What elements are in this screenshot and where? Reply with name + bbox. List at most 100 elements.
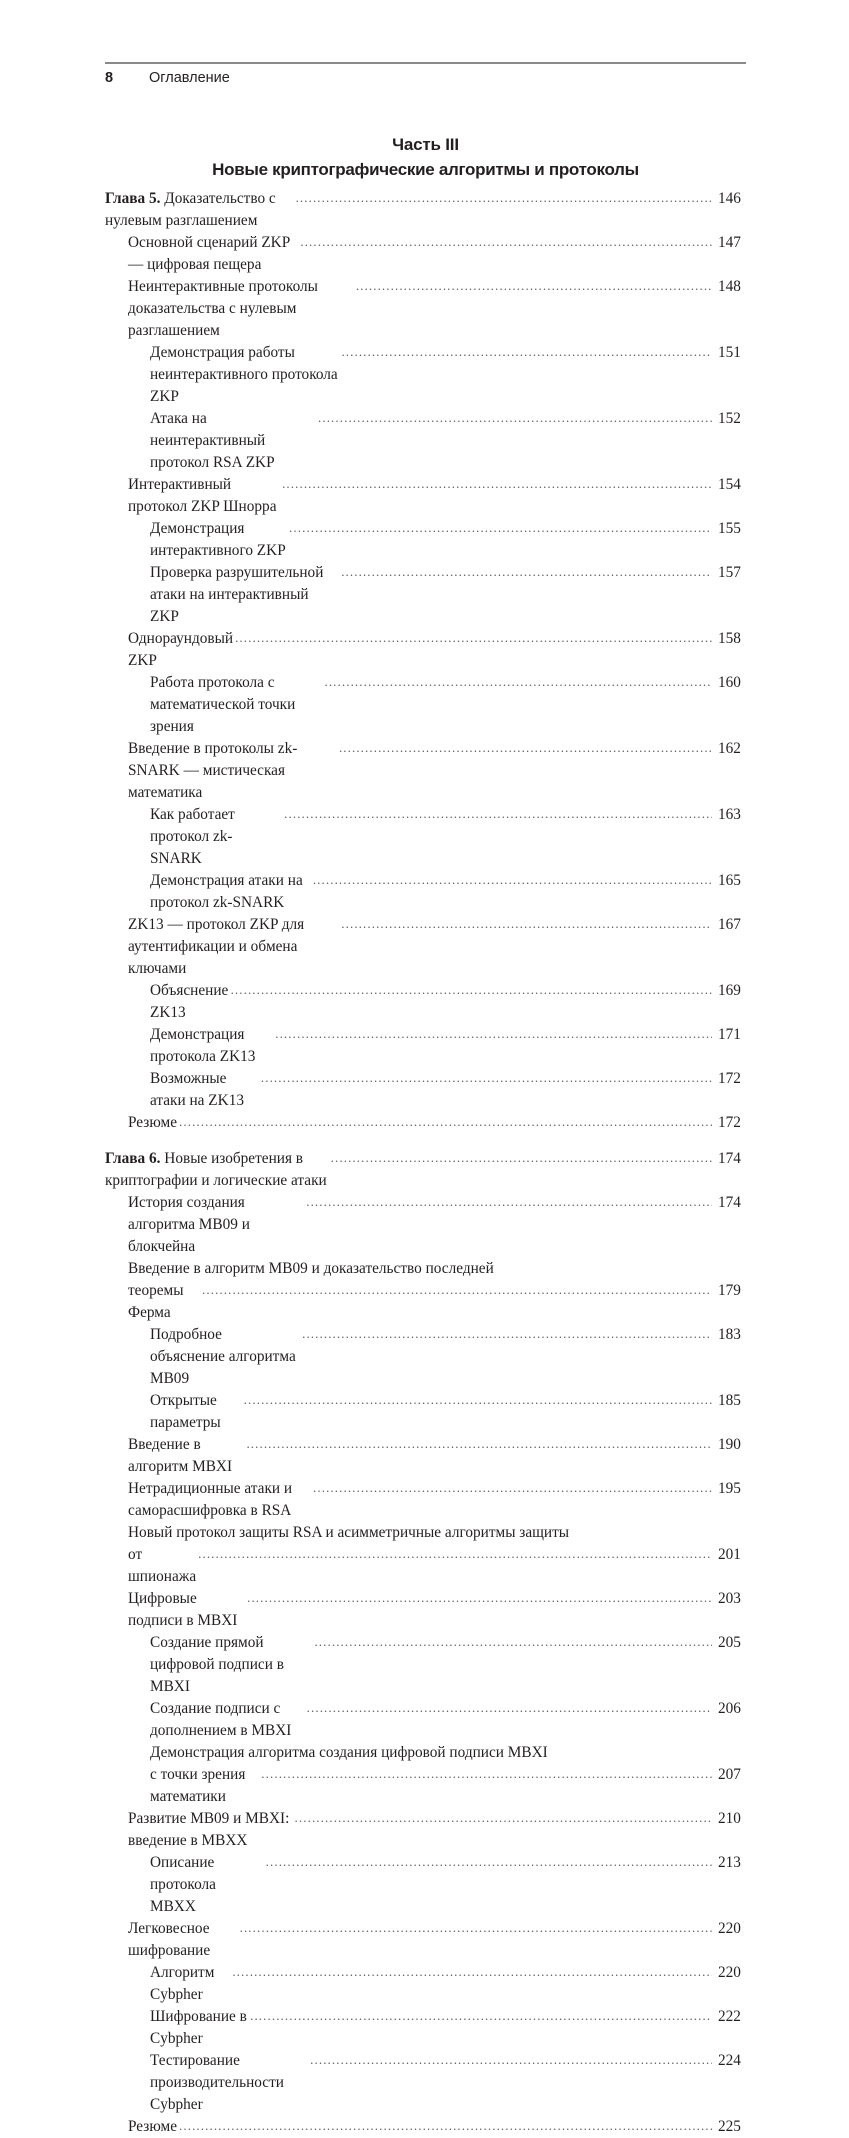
- dot-leader: [300, 231, 712, 253]
- toc-entry-row: История создания алгоритма MB09 и блокче…: [128, 1192, 748, 1258]
- toc-entry[interactable]: История создания алгоритма MB09 и блокче…: [105, 1192, 748, 1258]
- toc-entry-title: Атака на неинтерактивный протокол RSA ZK…: [150, 410, 275, 471]
- toc-entry-title: Открытые параметры: [150, 1392, 221, 1431]
- page-folio: 8: [105, 70, 114, 86]
- toc-page-number: 151: [718, 344, 741, 361]
- toc-entry[interactable]: Введение в протоколы zk-SNARK — мистичес…: [105, 738, 748, 804]
- toc-entry[interactable]: Создание подписи с дополнением в MBXI 206: [105, 1698, 748, 1742]
- toc-entry-row: Работа протокола с математической точки …: [150, 672, 748, 738]
- toc-entry[interactable]: Нетрадиционные атаки и саморасшифровка в…: [105, 1478, 748, 1522]
- toc-entry-row: Цифровые подписи в MBXI 203: [128, 1588, 748, 1632]
- toc-entry-title: Подробное объяснение алгоритма MB09: [150, 1326, 296, 1387]
- toc-entry-text-line1: Введение в алгоритм MB09 и доказательств…: [128, 1260, 494, 1277]
- toc-entry[interactable]: Описание протокола MBXX 213: [105, 1852, 748, 1918]
- toc-entry-title: Объяснение ZK13: [150, 982, 229, 1021]
- toc-entry[interactable]: Открытые параметры 185: [105, 1390, 748, 1434]
- toc-entry-title: Шифрование в Cybpher: [150, 2008, 247, 2047]
- toc-page-number: 205: [718, 1634, 741, 1651]
- toc-page: 8 Оглавление Часть III Новые криптографич…: [0, 0, 849, 1200]
- toc-entry[interactable]: Как работает протокол zk-SNARK 163: [105, 804, 748, 870]
- toc-entry-title-text: Новые изобретения в криптографии и логич…: [105, 1150, 327, 1189]
- toc-page-number: 160: [718, 674, 741, 691]
- toc-entry[interactable]: Резюме 172: [105, 1112, 748, 1134]
- toc-entry[interactable]: Проверка разрушительной атаки на интерак…: [105, 562, 748, 628]
- toc-page-number: 158: [718, 630, 741, 647]
- part-name: Новые криптографические алгоритмы и прот…: [212, 160, 639, 179]
- dot-leader: [261, 1067, 712, 1089]
- toc-entry[interactable]: Демонстрация работы неинтерактивного про…: [105, 342, 748, 408]
- toc-entry-row: от шпионажа 201: [128, 1544, 748, 1588]
- toc-entry[interactable]: Глава 5. Доказательство с нулевым разгла…: [105, 188, 748, 232]
- dot-leader: [247, 1587, 712, 1609]
- toc-entry[interactable]: Работа протокола с математической точки …: [105, 672, 748, 738]
- toc-entry[interactable]: Введение в алгоритм MBXI 190: [105, 1434, 748, 1478]
- toc-entry-title: Как работает протокол zk-SNARK: [150, 806, 235, 867]
- toc-entry[interactable]: Подробное объяснение алгоритма MB09 183: [105, 1324, 748, 1390]
- dot-leader: [341, 561, 712, 583]
- dot-leader: [295, 1807, 712, 1829]
- toc-entry-title: Описание протокола MBXX: [150, 1854, 216, 1915]
- toc-entry[interactable]: Резюме 225: [105, 2116, 748, 2138]
- toc-entry-title: Создание подписи с дополнением в MBXI: [150, 1700, 292, 1739]
- toc-entry[interactable]: Демонстрация атаки на протокол zk-SNARK 1…: [105, 870, 748, 914]
- toc-entry-row: Возможные атаки на ZK13 172: [150, 1068, 748, 1112]
- toc-entry[interactable]: Новый протокол защиты RSA и асимметричны…: [105, 1522, 748, 1588]
- toc-entry-title: Развитие MB09 и MBXI: введение в MBXX: [128, 1810, 290, 1849]
- toc-entry[interactable]: Демонстрация алгоритма создания цифровой…: [105, 1742, 748, 1808]
- toc-entry[interactable]: Развитие MB09 и MBXI: введение в MBXX 210: [105, 1808, 748, 1852]
- toc-entry-row: Тестирование производительности Cybpher 2…: [150, 2050, 748, 2116]
- toc-entry[interactable]: Легковесное шифрование 220: [105, 1918, 748, 1962]
- toc-entry-title: Демонстрация атаки на протокол zk-SNARK: [150, 872, 303, 911]
- toc-entry-row: Проверка разрушительной атаки на интерак…: [150, 562, 748, 628]
- toc-entry-row: Развитие MB09 и MBXI: введение в MBXX 210: [128, 1808, 748, 1852]
- toc-entry-title: Глава 6. Новые изобретения в криптографи…: [105, 1148, 329, 1192]
- dot-leader: [289, 517, 712, 539]
- toc-entry[interactable]: Шифрование в Cybpher 222: [105, 2006, 748, 2050]
- toc-page-number: 167: [718, 916, 741, 933]
- toc-entry[interactable]: Алгоритм Cybpher 220: [105, 1962, 748, 2006]
- toc-page-number: 225: [718, 2118, 741, 2135]
- toc-entry-title: от шпионажа: [128, 1546, 197, 1585]
- toc-entry[interactable]: ZK13 — протокол ZKP для аутентификации и…: [105, 914, 748, 980]
- toc-entry[interactable]: Объяснение ZK13 169: [105, 980, 748, 1024]
- toc-entry[interactable]: Возможные атаки на ZK13 172: [105, 1068, 748, 1112]
- part-number: Часть III: [392, 135, 459, 154]
- toc-entry[interactable]: Цифровые подписи в MBXI 203: [105, 1588, 748, 1632]
- toc-page-number: 203: [718, 1590, 741, 1607]
- toc-page-number: 213: [718, 1854, 741, 1871]
- toc-entry[interactable]: Неинтерактивные протоколы доказательства…: [105, 276, 748, 342]
- toc-entry-row: Демонстрация атаки на протокол zk-SNARK 1…: [150, 870, 748, 914]
- toc-entry[interactable]: Атака на неинтерактивный протокол RSA ZK…: [105, 408, 748, 474]
- toc-entry[interactable]: Однораундовый ZKP 158: [105, 628, 748, 672]
- toc-entry-title: Легковесное шифрование: [128, 1920, 211, 1959]
- toc-page-number: 220: [718, 1964, 741, 1981]
- toc-entry[interactable]: Создание прямой цифровой подписи в MBXI 2…: [105, 1632, 748, 1698]
- toc-entry-title: Демонстрация работы неинтерактивного про…: [150, 344, 338, 405]
- toc-entry-title: Алгоритм Cybpher: [150, 1964, 215, 2003]
- toc-entry-row: Резюме 225: [128, 2116, 748, 2138]
- toc-page-number: 183: [718, 1326, 741, 1343]
- toc-entry[interactable]: Интерактивный протокол ZKP Шнорра 154: [105, 474, 748, 518]
- toc-page-number: 147: [718, 234, 741, 251]
- dot-leader: [266, 1851, 712, 1873]
- toc-page-number: 174: [718, 1194, 741, 1211]
- toc-entry-row: Введение в протоколы zk-SNARK — мистичес…: [128, 738, 748, 804]
- toc-entry[interactable]: Основной сценарий ZKP — цифровая пещера 1…: [105, 232, 748, 276]
- toc-entry[interactable]: Тестирование производительности Cybpher 2…: [105, 2050, 748, 2116]
- dot-leader: [231, 979, 712, 1001]
- toc-entry-title: ZK13 — протокол ZKP для аутентификации и…: [128, 916, 305, 977]
- toc-entry[interactable]: Демонстрация протокола ZK13 171: [105, 1024, 748, 1068]
- dot-leader: [240, 1917, 712, 1939]
- toc-page-number: 222: [718, 2008, 741, 2025]
- toc-page-number: 174: [718, 1150, 741, 1167]
- toc-entry-row: Глава 6. Новые изобретения в криптографи…: [105, 1148, 748, 1192]
- dot-leader: [198, 1543, 712, 1565]
- toc-entry[interactable]: Глава 6. Новые изобретения в криптографи…: [105, 1148, 748, 1192]
- toc-entry-title: Проверка разрушительной атаки на интерак…: [150, 564, 324, 625]
- dot-leader: [235, 627, 712, 649]
- toc-entry[interactable]: Введение в алгоритм MB09 и доказательств…: [105, 1258, 748, 1324]
- toc-entry-title: Основной сценарий ZKP — цифровая пещера: [128, 234, 290, 273]
- toc-entry-title: Нетрадиционные атаки и саморасшифровка в…: [128, 1480, 293, 1519]
- toc-entry[interactable]: Демонстрация интерактивного ZKP 155: [105, 518, 748, 562]
- toc-page-number: 190: [718, 1436, 741, 1453]
